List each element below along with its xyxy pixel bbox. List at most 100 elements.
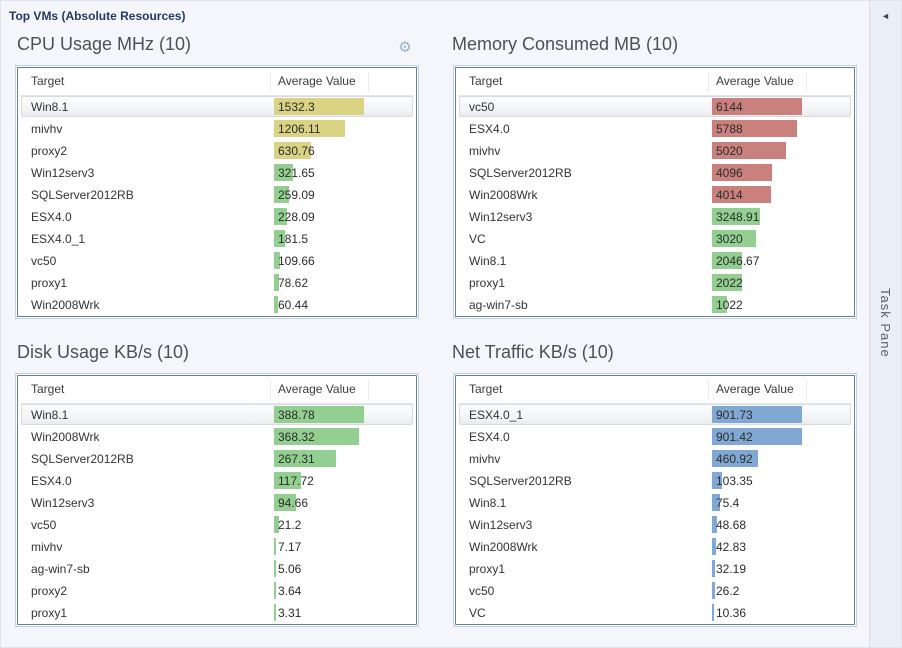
column-header-average-value[interactable]: Average Value bbox=[716, 382, 794, 396]
table-row[interactable]: SQLServer2012RB 267.31 bbox=[20, 448, 414, 470]
column-header-target[interactable]: Target bbox=[469, 74, 503, 88]
table-row[interactable]: ESX4.0 5788 bbox=[458, 118, 852, 140]
table-row[interactable]: SQLServer2012RB 103.35 bbox=[458, 470, 852, 492]
column-separator bbox=[270, 380, 271, 400]
table-row[interactable]: VC 10.36 bbox=[458, 602, 852, 624]
table-row[interactable]: proxy2 3.64 bbox=[20, 580, 414, 602]
table-row[interactable]: mivhv 1206.11 bbox=[20, 118, 414, 140]
table-row[interactable]: vc50 6144 bbox=[458, 96, 852, 118]
table-row[interactable]: ESX4.0_1 181.5 bbox=[20, 228, 414, 250]
row-target-label: ESX4.0 bbox=[469, 430, 510, 444]
value-bar bbox=[274, 604, 276, 621]
table-row[interactable]: proxy1 78.62 bbox=[20, 272, 414, 294]
net-traffic-table-inner: Target Average Value ESX4.0_1 901.73 ESX4.… bbox=[455, 375, 855, 625]
table-row[interactable]: Win8.1 1532.3 bbox=[20, 96, 414, 118]
table-row[interactable]: mivhv 460.92 bbox=[458, 448, 852, 470]
column-header-average-value[interactable]: Average Value bbox=[278, 382, 356, 396]
gear-icon[interactable]: ⚙ bbox=[398, 39, 412, 56]
column-header-average-value[interactable]: Average Value bbox=[716, 74, 794, 88]
row-average-value: 460.92 bbox=[716, 452, 753, 466]
table-row[interactable]: Win12serv3 48.68 bbox=[458, 514, 852, 536]
table-row[interactable]: ESX4.0 117.72 bbox=[20, 470, 414, 492]
column-header-average-value[interactable]: Average Value bbox=[278, 74, 356, 88]
table-row[interactable]: Win8.1 75.4 bbox=[458, 492, 852, 514]
value-bar bbox=[712, 208, 760, 225]
row-average-value: 267.31 bbox=[278, 452, 315, 466]
column-header-target[interactable]: Target bbox=[469, 382, 503, 396]
table-row[interactable]: proxy2 630.76 bbox=[20, 140, 414, 162]
table-row[interactable]: Win2008Wrk 60.44 bbox=[20, 294, 414, 316]
table-row[interactable]: ag-win7-sb 5.06 bbox=[20, 558, 414, 580]
column-header-target[interactable]: Target bbox=[31, 74, 65, 88]
page-title: Top VMs (Absolute Resources) bbox=[9, 9, 186, 23]
table-row[interactable]: mivhv 7.17 bbox=[20, 536, 414, 558]
row-target-label: mivhv bbox=[31, 540, 63, 554]
value-bar bbox=[274, 142, 312, 159]
row-target-label: SQLServer2012RB bbox=[31, 188, 134, 202]
table-row[interactable]: SQLServer2012RB 259.09 bbox=[20, 184, 414, 206]
table-row[interactable]: ag-win7-sb 1022 bbox=[458, 294, 852, 316]
table-row[interactable]: VC 3020 bbox=[458, 228, 852, 250]
row-average-value: 181.5 bbox=[278, 232, 309, 246]
table-row[interactable]: ESX4.0_1 901.73 bbox=[458, 404, 852, 426]
table-row[interactable]: Win12serv3 321.65 bbox=[20, 162, 414, 184]
task-pane-label[interactable]: Task Pane bbox=[878, 288, 893, 358]
value-bar bbox=[712, 274, 742, 291]
column-separator bbox=[708, 380, 709, 400]
value-bar bbox=[274, 230, 285, 247]
value-bar bbox=[712, 450, 758, 467]
table-row[interactable]: Win8.1 388.78 bbox=[20, 404, 414, 426]
net-traffic-table: Target Average Value ESX4.0_1 901.73 ESX4.… bbox=[453, 373, 857, 627]
table-row[interactable]: ESX4.0 901.42 bbox=[458, 426, 852, 448]
table-header: Target Average Value bbox=[20, 378, 414, 404]
table-row[interactable]: proxy1 2022 bbox=[458, 272, 852, 294]
row-average-value: 1532.3 bbox=[278, 100, 315, 114]
panel-title-net: Net Traffic KB/s (10) bbox=[452, 342, 614, 362]
table-row[interactable]: vc50 109.66 bbox=[20, 250, 414, 272]
row-average-value: 2046.67 bbox=[716, 254, 760, 268]
table-row[interactable]: Win2008Wrk 368.32 bbox=[20, 426, 414, 448]
row-target-label: ESX4.0_1 bbox=[31, 232, 86, 246]
value-bar bbox=[712, 516, 717, 533]
value-bar bbox=[712, 186, 771, 203]
row-average-value: 630.76 bbox=[278, 144, 315, 158]
table-row[interactable]: Win2008Wrk 4014 bbox=[458, 184, 852, 206]
table-row[interactable]: vc50 26.2 bbox=[458, 580, 852, 602]
value-bar bbox=[712, 582, 715, 599]
row-target-label: ESX4.0 bbox=[469, 122, 510, 136]
table-row[interactable]: Win2008Wrk 42.83 bbox=[458, 536, 852, 558]
table-row[interactable]: SQLServer2012RB 4096 bbox=[458, 162, 852, 184]
row-average-value: 3.31 bbox=[278, 606, 302, 620]
row-target-label: ESX4.0 bbox=[31, 474, 72, 488]
row-average-value: 78.62 bbox=[278, 276, 309, 290]
table-row[interactable]: Win12serv3 3248.91 bbox=[458, 206, 852, 228]
table-row[interactable]: ESX4.0 228.09 bbox=[20, 206, 414, 228]
column-header-target[interactable]: Target bbox=[31, 382, 65, 396]
panel-title-memory: Memory Consumed MB (10) bbox=[452, 34, 679, 54]
value-bar bbox=[712, 538, 717, 555]
row-average-value: 21.2 bbox=[278, 518, 302, 532]
value-bar bbox=[712, 296, 727, 313]
value-bar bbox=[712, 560, 716, 577]
row-target-label: vc50 bbox=[31, 254, 57, 268]
row-average-value: 3248.91 bbox=[716, 210, 760, 224]
value-bar bbox=[274, 494, 296, 511]
row-target-label: ag-win7-sb bbox=[31, 562, 90, 576]
collapse-arrow-icon[interactable]: ◄ bbox=[881, 11, 890, 21]
row-target-label: proxy1 bbox=[31, 276, 68, 290]
table-row[interactable]: mivhv 5020 bbox=[458, 140, 852, 162]
disk-usage-table-inner: Target Average Value Win8.1 388.78 Win2008… bbox=[17, 375, 417, 625]
value-bar bbox=[712, 230, 757, 247]
table-row[interactable]: Win12serv3 94.66 bbox=[20, 492, 414, 514]
row-target-label: Win12serv3 bbox=[31, 166, 95, 180]
value-bar bbox=[712, 98, 802, 115]
row-average-value: 228.09 bbox=[278, 210, 315, 224]
table-row[interactable]: vc50 21.2 bbox=[20, 514, 414, 536]
row-target-label: proxy1 bbox=[31, 606, 68, 620]
table-row[interactable]: proxy1 32.19 bbox=[458, 558, 852, 580]
table-row[interactable]: Win8.1 2046.67 bbox=[458, 250, 852, 272]
table-row[interactable]: proxy1 3.31 bbox=[20, 602, 414, 624]
row-average-value: 4014 bbox=[716, 188, 743, 202]
value-bar bbox=[274, 428, 360, 445]
